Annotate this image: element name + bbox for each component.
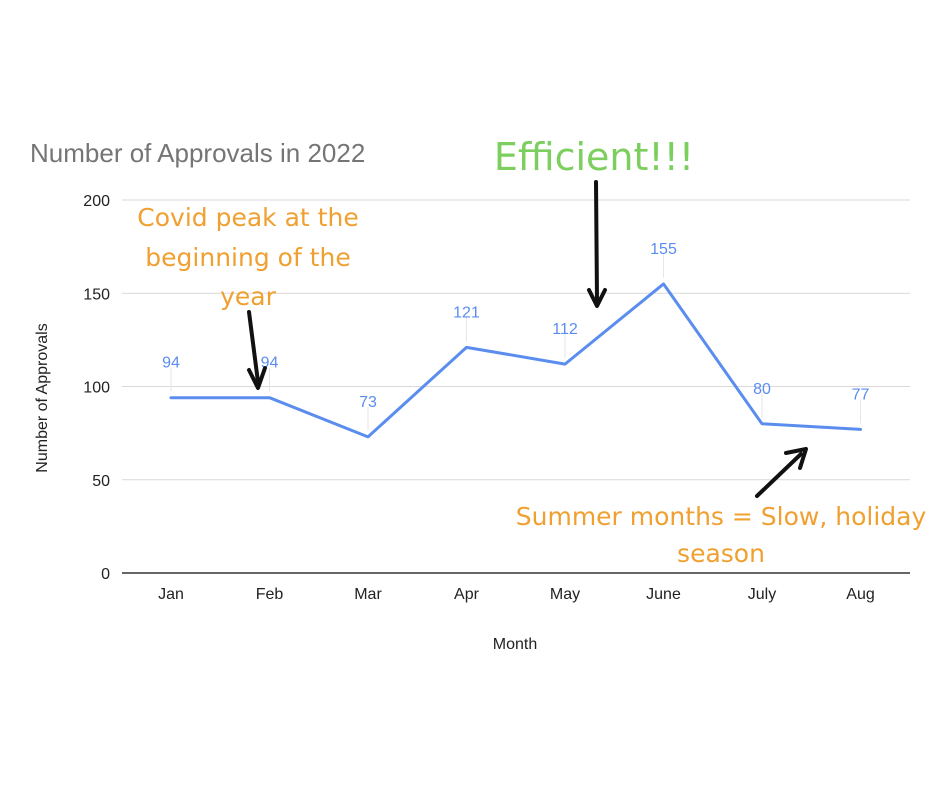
x-tick-label: Apr [454, 586, 480, 603]
annotation-efficient: Efficient!!! [494, 135, 694, 308]
series-line [169, 282, 862, 439]
y-axis-label: Number of Approvals [34, 323, 51, 472]
annotation-summer-line-1: Summer months = Slow, holiday [516, 502, 927, 531]
axes: 0 50 100 150 200 Jan Feb Mar Apr May June July Aug [83, 193, 910, 603]
x-tick-label: Feb [256, 586, 284, 603]
chart-title: Number of Approvals in 2022 [30, 138, 365, 168]
y-tick-label: 50 [92, 473, 110, 490]
annotation-summer: Summer months = Slow, holiday season [516, 447, 927, 568]
annotation-summer-line-2: season [677, 539, 765, 568]
x-tick-label: Jan [158, 586, 184, 603]
arrow-to-feb [247, 310, 267, 390]
x-axis-label: Month [493, 636, 537, 653]
annotation-covid-line-3: year [220, 282, 276, 311]
annotation-covid-line-2: beginning of the [145, 243, 350, 272]
data-label: 73 [359, 394, 377, 411]
series-layer [169, 282, 862, 439]
x-tick-label: July [748, 586, 776, 603]
y-tick-label: 0 [101, 566, 110, 583]
data-label: 121 [453, 304, 480, 321]
x-tick-label: June [646, 586, 681, 603]
gridlines [122, 199, 910, 481]
x-tick-label: May [550, 586, 580, 603]
arrow-to-july-aug [755, 447, 808, 498]
data-label: 77 [852, 386, 870, 403]
arrow-to-may-june [587, 180, 607, 308]
data-label: 155 [650, 241, 677, 258]
y-tick-label: 200 [83, 193, 110, 210]
data-label: 94 [162, 355, 180, 372]
x-tick-label: Aug [846, 586, 874, 603]
y-tick-label: 100 [83, 380, 110, 397]
annotation-efficient-text: Efficient!!! [494, 135, 694, 179]
x-tick-label: Mar [354, 586, 382, 603]
y-tick-label: 150 [83, 286, 110, 303]
annotation-covid-line-1: Covid peak at the [137, 203, 358, 232]
annotation-covid-peak: Covid peak at the beginning of the year [137, 203, 359, 390]
data-label: 80 [753, 381, 771, 398]
data-label: 112 [552, 321, 578, 338]
